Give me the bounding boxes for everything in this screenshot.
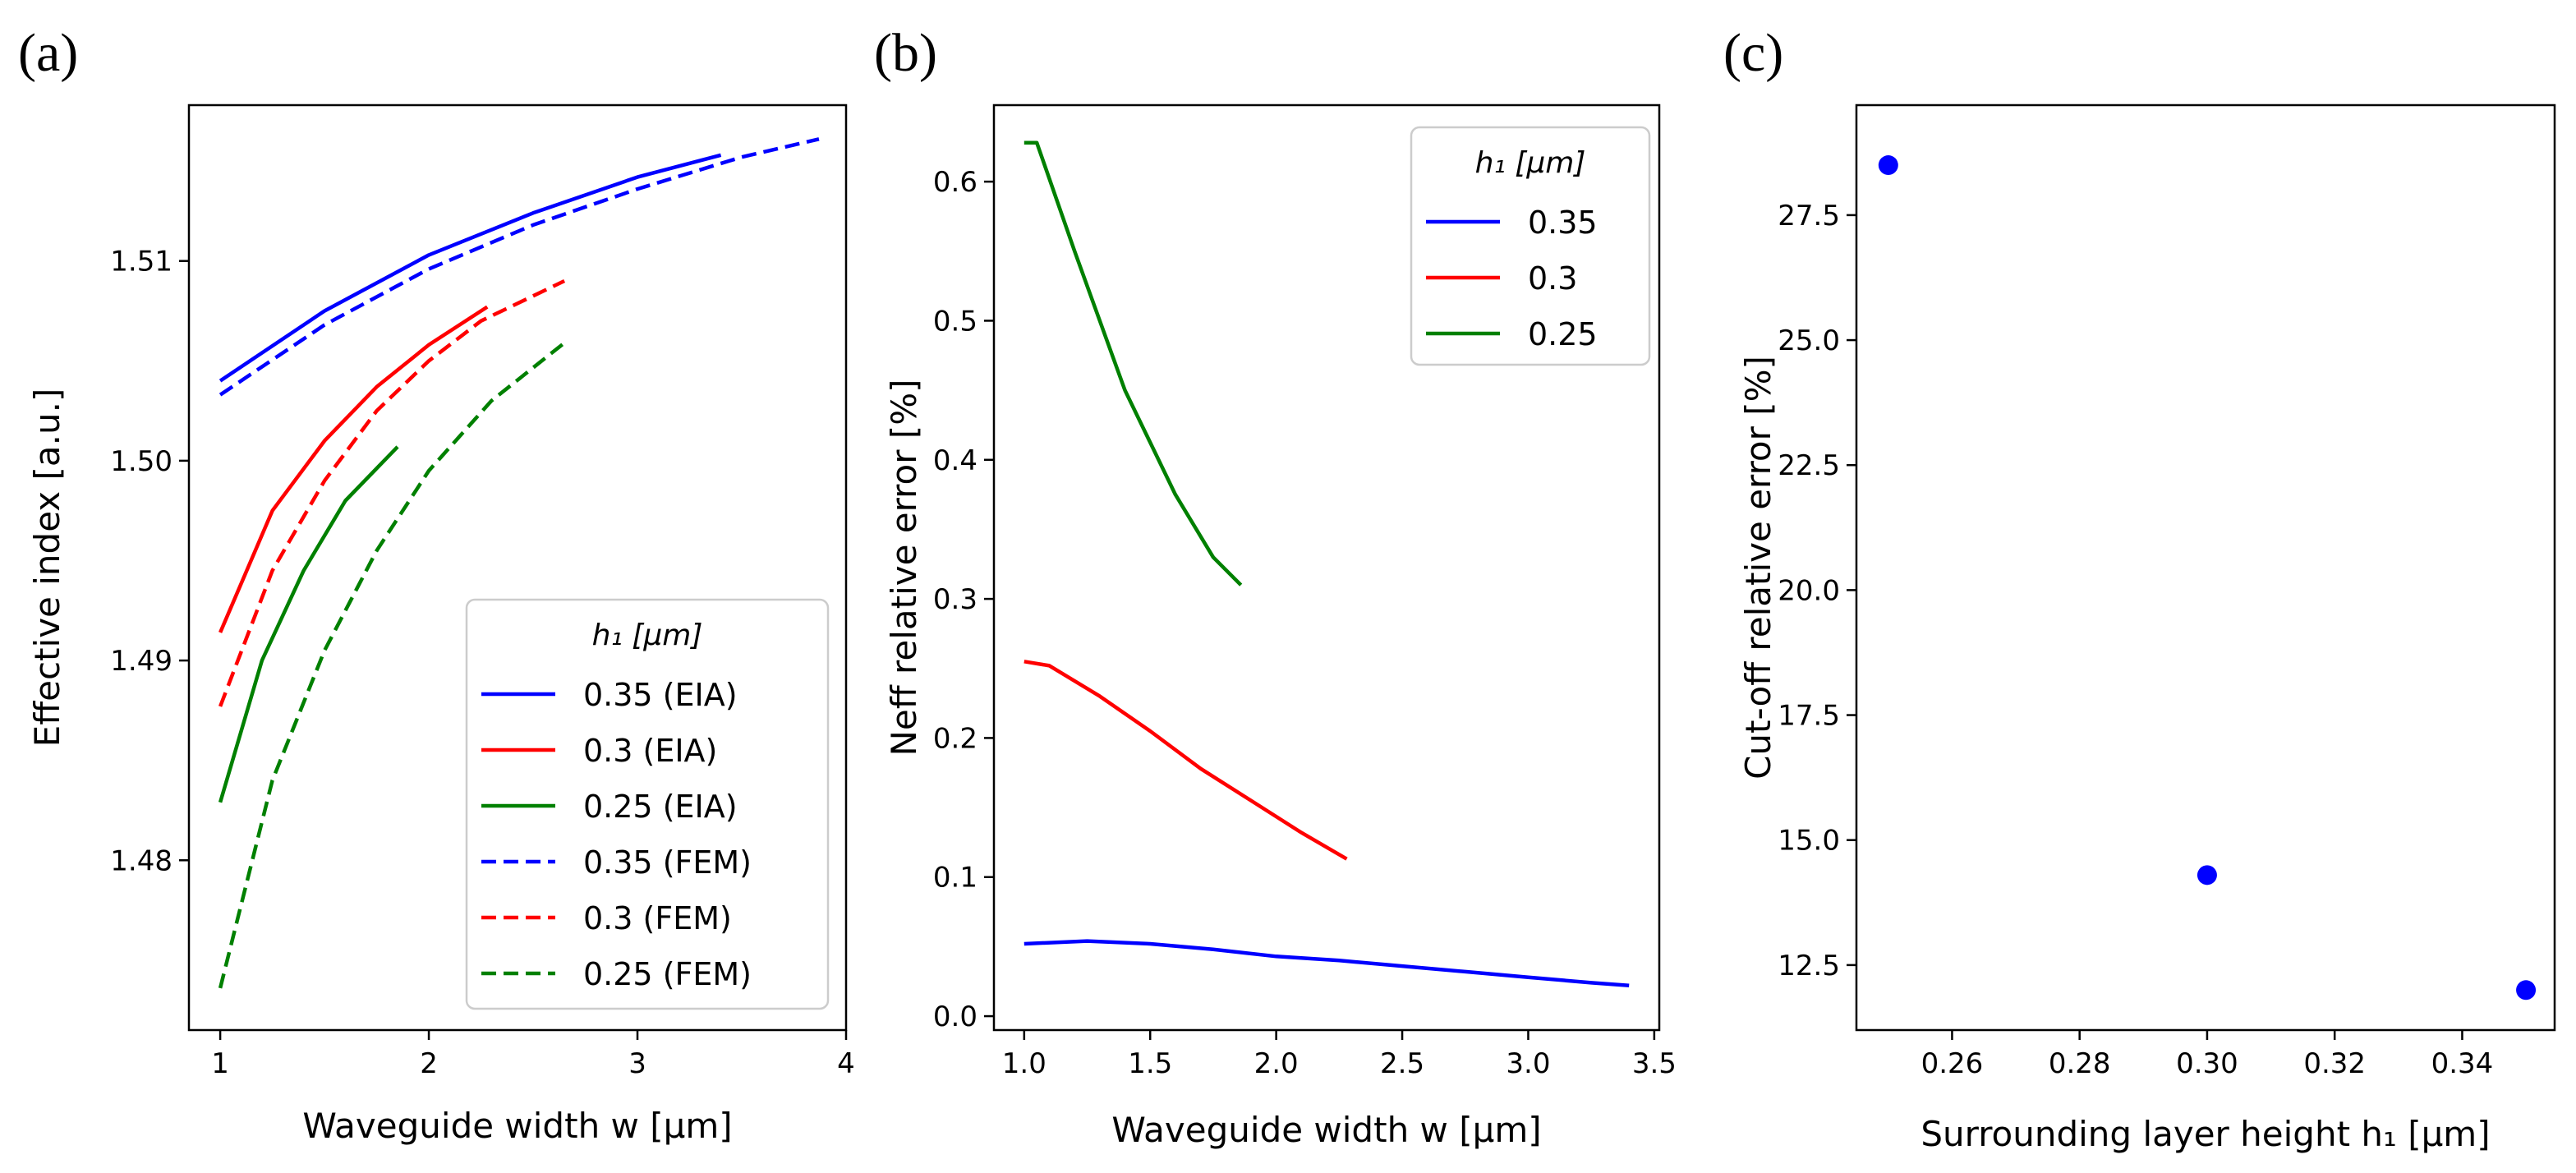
legend-box — [1410, 126, 1651, 366]
panel-label: (c) — [1723, 23, 1783, 83]
y-tick-label: 0.3 — [933, 583, 978, 616]
y-tick-label: 0.5 — [933, 305, 978, 338]
series-line — [218, 153, 722, 383]
y-tick-label: 20.0 — [1778, 574, 1840, 607]
x-tick-label: 0.34 — [2431, 1047, 2494, 1080]
y-tick-label: 22.5 — [1778, 449, 1840, 482]
x-axis-label: Waveguide width w [μm] — [1111, 1110, 1541, 1150]
x-tick-label: 1.0 — [1002, 1047, 1046, 1080]
x-tick-label: 1 — [211, 1047, 229, 1080]
y-tick-label: 15.0 — [1778, 825, 1840, 858]
x-axis-label: Surrounding layer height h₁ [μm] — [1920, 1114, 2490, 1154]
legend-entry: 0.3 — [1528, 260, 1577, 297]
panel-a: (a) 1 2 3 4 1.48 1.49 1.50 1.51 Waveguide width w… — [18, 23, 855, 1146]
series-line — [218, 137, 820, 397]
x-tick-label: 3 — [628, 1047, 646, 1080]
y-tick-label: 0.6 — [933, 166, 978, 199]
legend-title: h₁ [μm] — [1475, 146, 1586, 180]
y-tick-label: 0.1 — [933, 862, 978, 895]
y-tick-label: 1.51 — [110, 246, 172, 278]
x-tick-label: 2.0 — [1254, 1047, 1299, 1080]
x-tick-label: 0.26 — [1921, 1047, 1984, 1080]
x-tick-label: 0.28 — [2049, 1047, 2111, 1080]
panel-b: (b) 1.0 1.5 2.0 2.5 3.0 3.5 0.0 0.1 0.2 0.3 0.4 0.5 0… — [874, 23, 1677, 1150]
axes-frame — [187, 104, 848, 1032]
y-tick-label: 12.5 — [1778, 950, 1840, 982]
series-line — [218, 445, 399, 803]
y-tick-label: 0.0 — [933, 1000, 978, 1033]
legend-entry: 0.3 (EIA) — [583, 733, 717, 769]
legend-entry: 0.25 — [1528, 316, 1598, 352]
series-line — [1024, 939, 1630, 988]
legend-entry: 0.35 (EIA) — [583, 677, 738, 713]
x-tick-label: 1.5 — [1128, 1047, 1172, 1080]
scatter-point — [2516, 980, 2537, 1000]
legend-title: h₁ [μm] — [592, 619, 703, 652]
legend-entry: 0.35 — [1528, 205, 1598, 241]
panel-label: (b) — [874, 23, 937, 83]
y-tick-label: 1.48 — [110, 844, 172, 877]
y-tick-label: 17.5 — [1778, 700, 1840, 733]
x-tick-label: 3.0 — [1506, 1047, 1550, 1080]
legend-entry: 0.25 (EIA) — [583, 789, 738, 825]
y-tick-label: 25.0 — [1778, 324, 1840, 357]
legend-box — [465, 598, 830, 1010]
series-line — [218, 278, 566, 707]
series-line — [218, 305, 489, 633]
y-tick-label: 0.4 — [933, 444, 978, 477]
x-tick-label: 3.5 — [1632, 1047, 1677, 1080]
panel-label: (a) — [18, 23, 78, 83]
scatter-point — [1878, 155, 1898, 176]
series-line — [218, 341, 566, 989]
axes-frame — [1855, 104, 2556, 1032]
series-line — [1024, 660, 1348, 861]
x-axis-label: Waveguide width w [μm] — [302, 1106, 732, 1146]
y-tick-label: 27.5 — [1778, 200, 1840, 232]
y-axis-label: Effective index [a.u.] — [27, 389, 67, 748]
panel-c: (c) 0.26 0.28 0.30 0.32 0.34 12.5 15.0 17.5 20.0 2… — [1723, 23, 2556, 1154]
y-tick-label: 0.2 — [933, 722, 978, 755]
x-tick-label: 0.30 — [2176, 1047, 2238, 1080]
legend-entry: 0.35 (FEM) — [583, 844, 752, 881]
axes-frame — [992, 104, 1661, 1032]
scatter-point — [2196, 865, 2217, 886]
y-axis-label: Neff relative error [%] — [884, 379, 924, 756]
x-tick-label: 2 — [420, 1047, 438, 1080]
y-axis-label: Cut-off relative error [%] — [1738, 356, 1778, 780]
x-tick-label: 2.5 — [1380, 1047, 1424, 1080]
series-line — [1024, 140, 1243, 586]
legend-entry: 0.3 (FEM) — [583, 900, 732, 936]
x-tick-label: 0.32 — [2303, 1047, 2366, 1080]
y-tick-label: 1.49 — [110, 645, 172, 678]
x-tick-label: 4 — [837, 1047, 855, 1080]
y-tick-label: 1.50 — [110, 445, 172, 478]
legend-entry: 0.25 (FEM) — [583, 956, 752, 992]
